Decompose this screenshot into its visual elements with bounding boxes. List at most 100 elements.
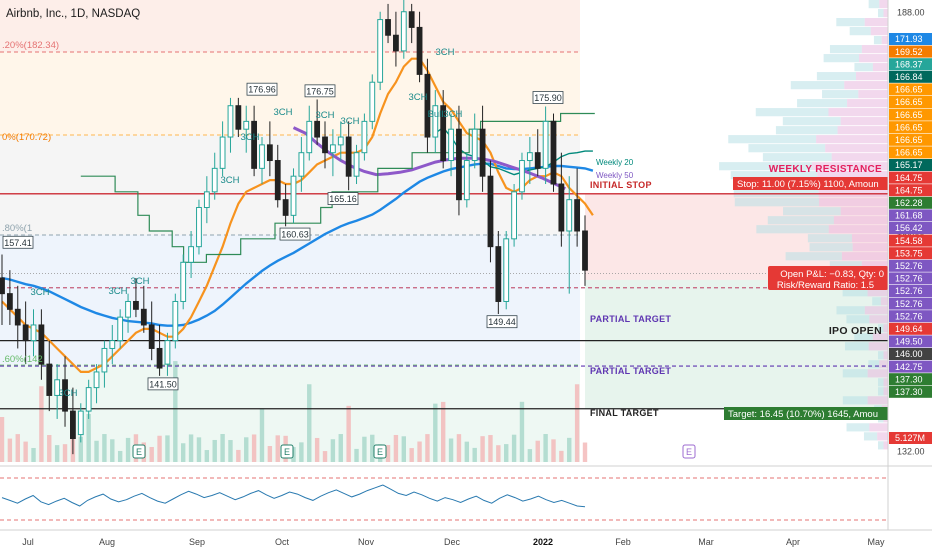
profile-bar-up bbox=[836, 18, 865, 27]
volume-bar bbox=[488, 435, 493, 462]
candle-body bbox=[456, 128, 462, 201]
candle-body bbox=[463, 160, 470, 201]
profile-bar-down bbox=[864, 18, 888, 27]
candle-body bbox=[140, 308, 147, 326]
price-axis-tag-label: 152.76 bbox=[895, 299, 923, 309]
profile-bar-up bbox=[854, 63, 873, 72]
x-tick-label: Mar bbox=[698, 537, 714, 547]
price-axis-tag-label: 146.00 bbox=[895, 349, 923, 359]
pattern-label: Bull3CH bbox=[428, 109, 463, 120]
weekly-20-label: Weekly 20 bbox=[596, 158, 634, 167]
profile-bar-up bbox=[719, 162, 813, 171]
candle-body bbox=[574, 199, 581, 232]
candle-body bbox=[448, 128, 454, 162]
price-axis-tag-label: 149.50 bbox=[895, 337, 923, 347]
volume-bar bbox=[78, 436, 83, 462]
candle-body bbox=[369, 81, 376, 122]
profile-bar-up bbox=[878, 9, 884, 18]
candle-body bbox=[290, 175, 297, 216]
volume-bar bbox=[62, 444, 68, 462]
profile-bar-up bbox=[767, 216, 834, 225]
candle-body bbox=[6, 293, 13, 310]
price-label-box bbox=[304, 84, 336, 98]
candle-body bbox=[203, 191, 210, 209]
volume-bar bbox=[440, 401, 446, 462]
price-axis-tag-label: 166.84 bbox=[895, 72, 923, 82]
volume-bar bbox=[117, 450, 123, 462]
volume-bar bbox=[346, 405, 351, 462]
fib-label: .80%(1 bbox=[2, 223, 32, 234]
profile-bar-up bbox=[842, 369, 868, 378]
profile-bar-up bbox=[797, 99, 848, 108]
price-axis-tag bbox=[889, 432, 932, 444]
profile-bar-down bbox=[861, 45, 888, 54]
price-label: 176.75 bbox=[306, 86, 334, 96]
price-axis-tag bbox=[889, 108, 932, 121]
candle-body bbox=[235, 105, 242, 130]
volume-bar bbox=[204, 450, 210, 462]
profile-bar-down bbox=[819, 198, 888, 207]
candle-body bbox=[156, 347, 163, 369]
price-axis-tag bbox=[889, 121, 932, 134]
fib-label: 0%(170.72) bbox=[2, 132, 51, 143]
candle-body bbox=[0, 277, 5, 295]
profile-bar-down bbox=[867, 369, 888, 378]
pattern-label: 3CH bbox=[108, 286, 127, 297]
candle-body bbox=[211, 167, 218, 193]
profile-bar-down bbox=[851, 234, 888, 243]
pattern-label: 3CH bbox=[58, 388, 77, 399]
candle-body bbox=[266, 144, 273, 162]
price-axis-tag bbox=[889, 45, 932, 58]
price-axis-tag-label: 137.30 bbox=[895, 374, 923, 384]
profile-bar-down bbox=[847, 99, 888, 108]
price-axis-tag-label: 162.28 bbox=[895, 198, 923, 208]
candle-body bbox=[337, 136, 344, 146]
price-axis-tag bbox=[889, 159, 932, 171]
profile-bar-up bbox=[748, 144, 826, 153]
profile-bar-down bbox=[883, 387, 888, 396]
level-label: IPO OPEN bbox=[829, 325, 882, 337]
price-axis-tag bbox=[889, 272, 932, 285]
profile-bar-up bbox=[854, 333, 873, 342]
volume-bar bbox=[456, 434, 462, 462]
candle-body bbox=[322, 136, 328, 154]
volume-bar bbox=[448, 438, 454, 462]
profile-bar-down bbox=[867, 288, 888, 297]
candle-body bbox=[542, 120, 549, 169]
price-axis-tag bbox=[889, 310, 932, 323]
price-axis-tag bbox=[889, 335, 932, 348]
candle-body bbox=[345, 136, 352, 177]
candle-body bbox=[495, 246, 502, 302]
price-axis-tag bbox=[889, 297, 932, 310]
volume-bar bbox=[480, 436, 485, 462]
volume-bar bbox=[212, 439, 217, 462]
volume-bar bbox=[504, 444, 509, 462]
x-tick-label: Oct bbox=[275, 537, 290, 547]
fib-zone-0 bbox=[0, 0, 580, 52]
volume-bar bbox=[543, 434, 548, 462]
profile-bar-down bbox=[880, 297, 888, 306]
profile-bar-up bbox=[868, 0, 880, 9]
profile-bar-down bbox=[881, 36, 888, 45]
price-axis-tag bbox=[889, 259, 932, 272]
volume-bar bbox=[173, 361, 178, 462]
candle-body bbox=[188, 246, 194, 263]
profile-bar-up bbox=[872, 297, 881, 306]
candle-body bbox=[14, 308, 21, 326]
chart-title: Airbnb, Inc., 1D, NASDAQ bbox=[6, 8, 140, 20]
volume-bar bbox=[385, 445, 391, 462]
volume-bar bbox=[15, 434, 20, 462]
profile-bar-up bbox=[734, 198, 820, 207]
volume-bar bbox=[228, 440, 233, 462]
candle-body bbox=[274, 160, 281, 201]
candle-body bbox=[393, 34, 399, 52]
pattern-label: 3CH bbox=[240, 132, 259, 143]
candle-body bbox=[93, 371, 100, 389]
candle-body bbox=[306, 120, 313, 154]
volume-bar bbox=[567, 437, 572, 462]
volume-bar bbox=[464, 441, 470, 462]
volume-bar bbox=[535, 440, 540, 462]
candle-body bbox=[148, 324, 155, 349]
candle-body bbox=[85, 387, 92, 412]
